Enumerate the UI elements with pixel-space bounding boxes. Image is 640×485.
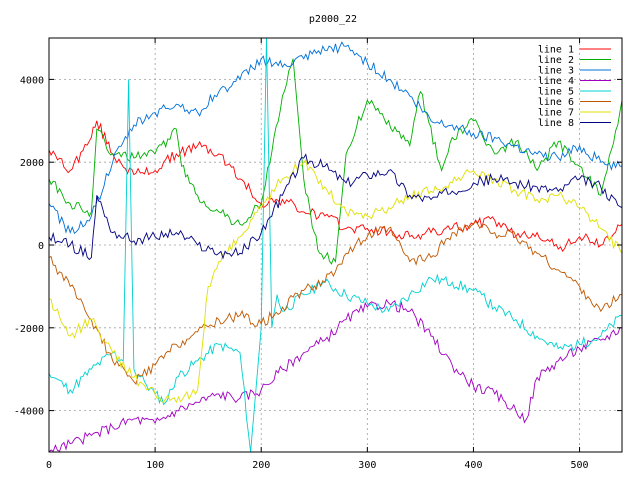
y-tick-label: 4000	[20, 75, 44, 86]
legend-label: line 5	[538, 87, 574, 98]
x-tick-label: 300	[358, 460, 376, 471]
chart-title: p2000_22	[309, 14, 357, 25]
series-line-line-5	[49, 38, 622, 452]
x-tick-label: 100	[146, 460, 164, 471]
legend-label: line 7	[538, 108, 574, 119]
legend-label: line 8	[538, 118, 574, 129]
legend-label: line 2	[538, 55, 574, 66]
x-tick-label: 500	[571, 460, 589, 471]
x-tick-label: 200	[252, 460, 270, 471]
plot-series	[49, 38, 622, 452]
y-tick-label: -4000	[14, 407, 44, 418]
axes: 0 100 200 300 400 500 -4000 -2000 0 2000 4000	[14, 37, 623, 471]
series-line-line-7	[49, 158, 622, 404]
y-tick-label: 0	[38, 241, 44, 252]
y-tick-label: -2000	[14, 324, 44, 335]
legend-label: line 6	[538, 97, 574, 108]
y-tick-label: 2000	[20, 158, 44, 169]
x-tick-label: 400	[464, 460, 482, 471]
series-line-line-4	[49, 298, 622, 452]
series-line-line-8	[49, 153, 622, 261]
series-line-line-2	[49, 58, 622, 265]
legend-label: line 4	[538, 76, 574, 87]
series-line-line-6	[49, 220, 622, 386]
legend-label: line 1	[538, 45, 574, 56]
legend-label: line 3	[538, 66, 574, 77]
x-tick-label: 0	[46, 460, 52, 471]
series-line-line-3	[49, 41, 622, 235]
series-line-line-1	[49, 120, 622, 252]
